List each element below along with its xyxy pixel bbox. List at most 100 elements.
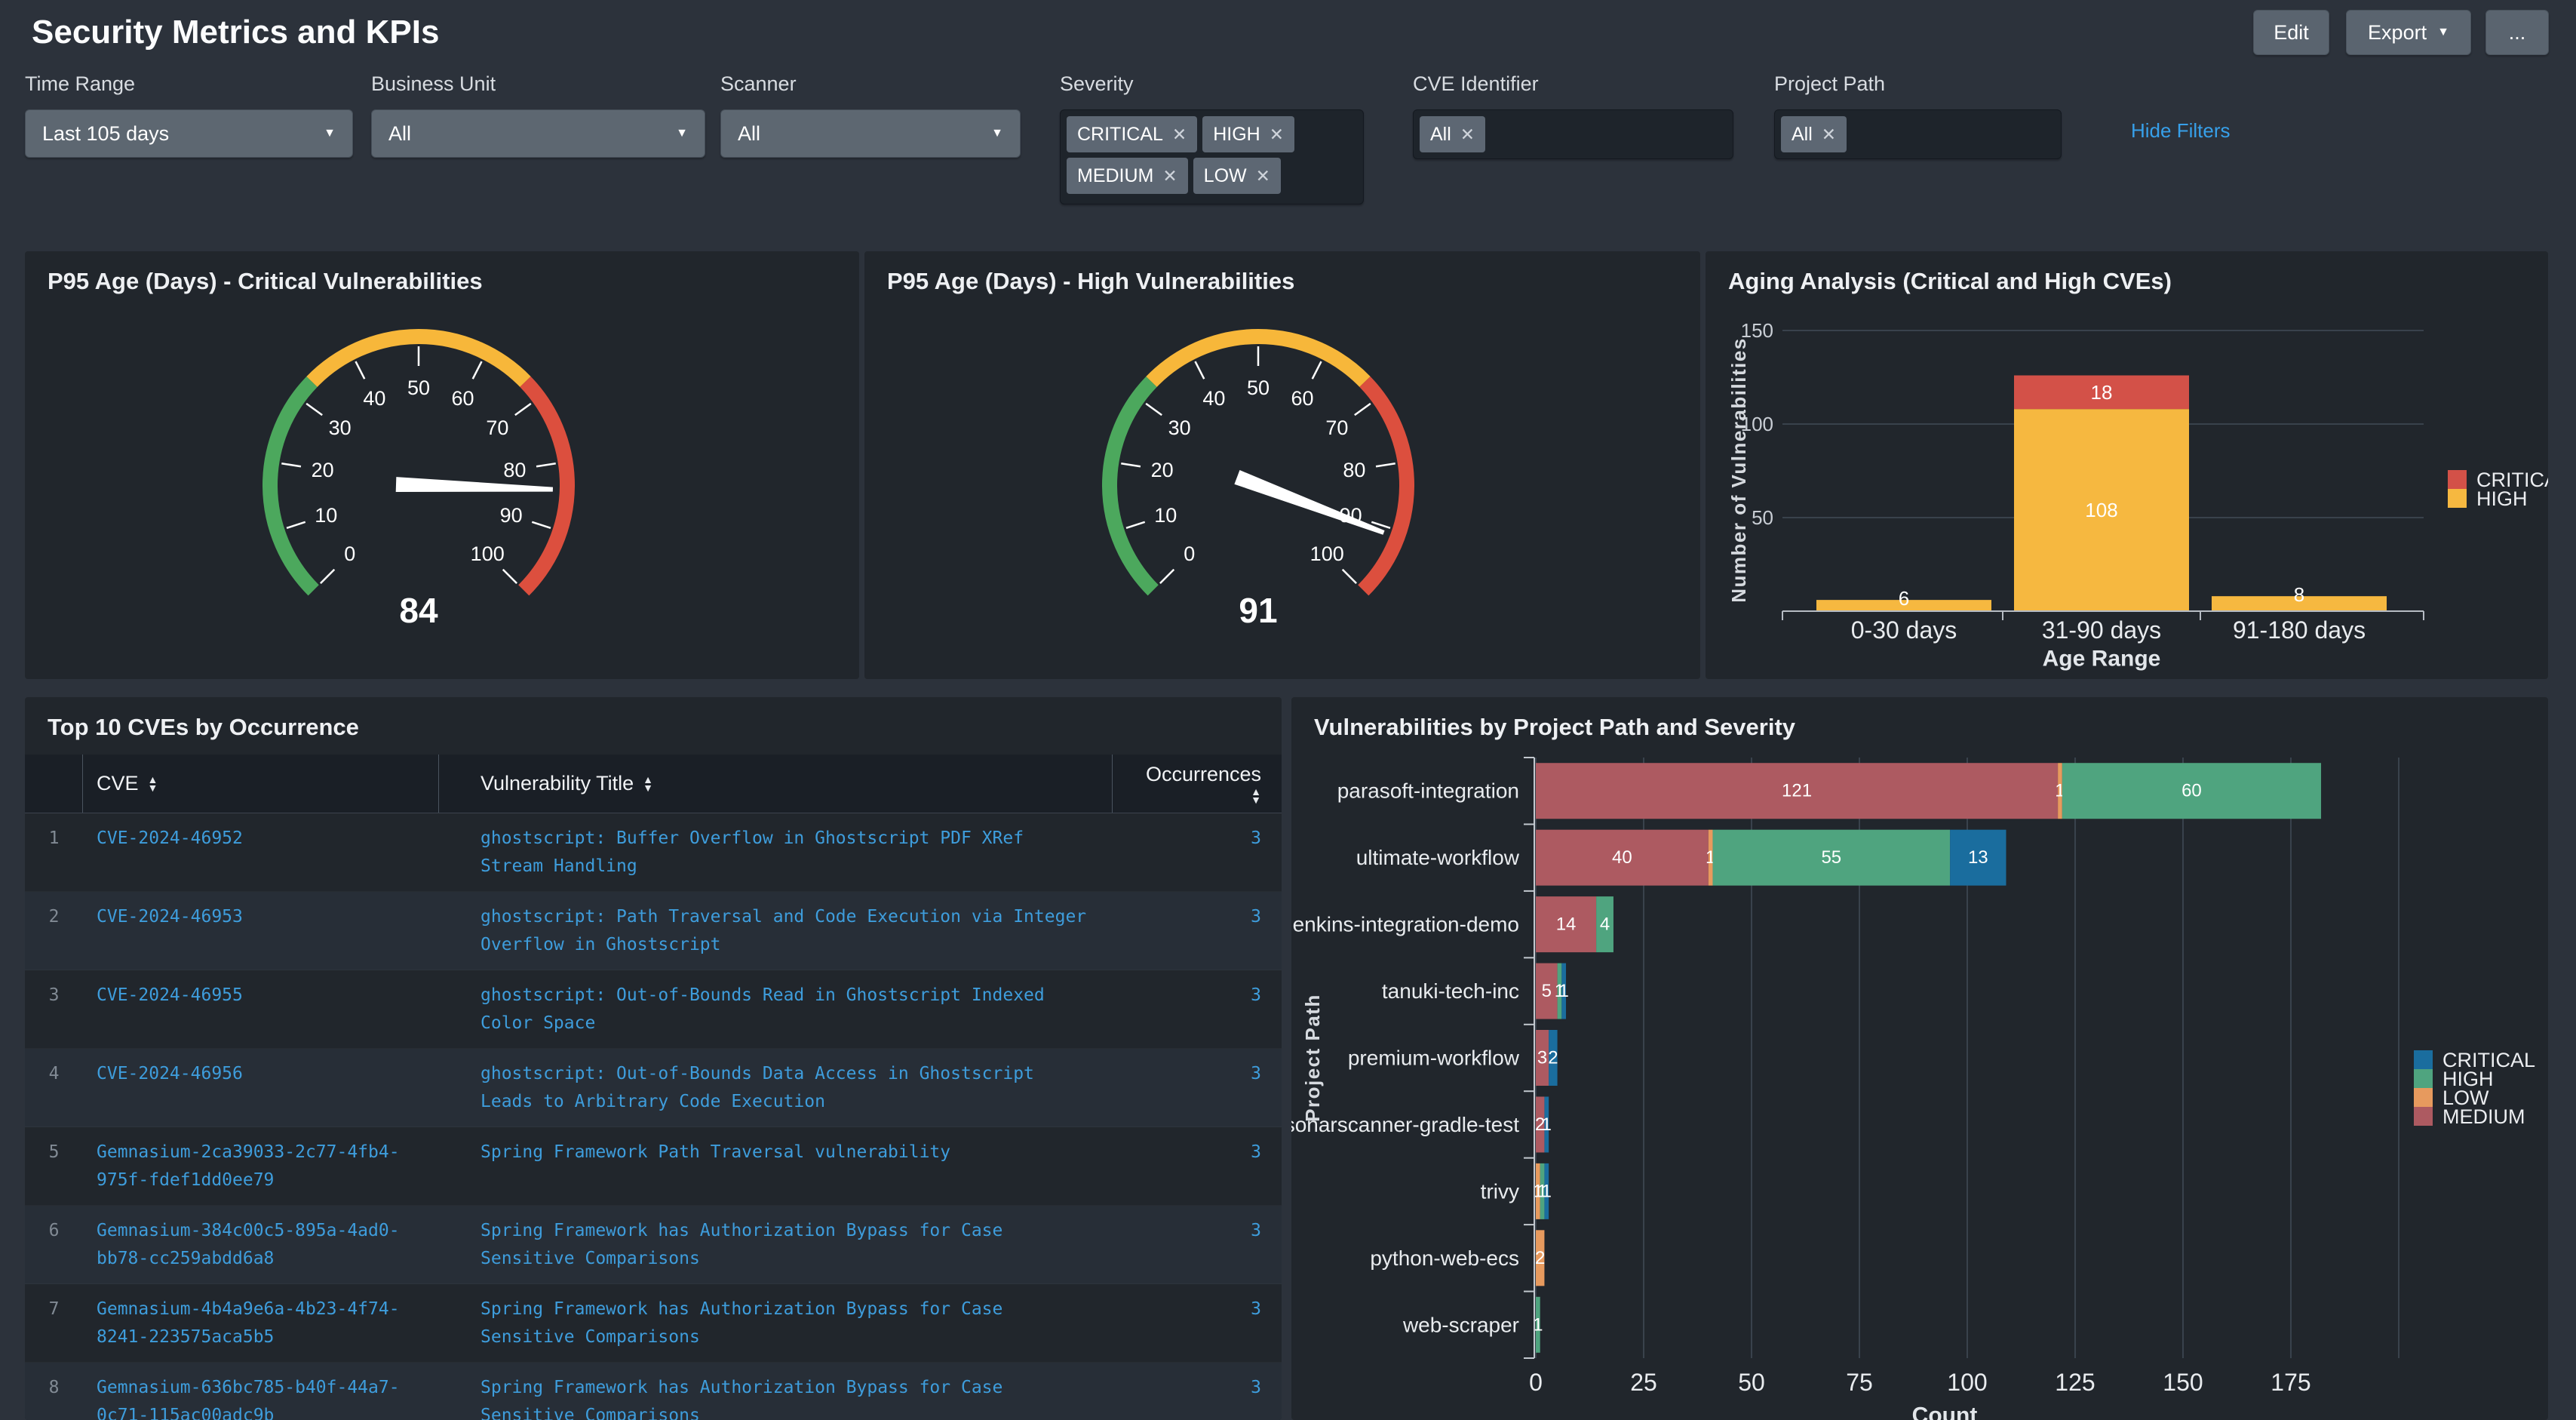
vulnerability-title-link[interactable]: ghostscript: Out-of-Bounds Data Access i…: [481, 1060, 1091, 1116]
filter-severity: SeverityCRITICAL✕HIGH✕MEDIUM✕LOW✕: [1060, 72, 1364, 204]
column-header-occurrences[interactable]: Occurrences ▲▼: [1113, 755, 1282, 813]
legend-swatch-critical: [2448, 470, 2467, 489]
chip-remove-icon[interactable]: ✕: [1162, 168, 1177, 185]
cve-link[interactable]: CVE-2024-46956: [97, 1060, 439, 1088]
chart-text: Number of Vulnerabilities: [1727, 337, 1750, 602]
cve-link[interactable]: CVE-2024-46952: [97, 825, 439, 853]
sort-icon[interactable]: ▲▼: [1251, 788, 1261, 804]
sort-icon[interactable]: ▲▼: [643, 776, 653, 792]
cve-link[interactable]: CVE-2024-46955: [97, 982, 439, 1010]
occurrences-value: 3: [1113, 903, 1261, 931]
chip-remove-icon[interactable]: ✕: [1172, 126, 1187, 143]
cve-link[interactable]: CVE-2024-46953: [97, 903, 439, 931]
cve-cell: CVE-2024-46956: [83, 1049, 439, 1126]
cve-cell: Gemnasium-636bc785-b40f-44a7-0c71-115ac0…: [83, 1363, 439, 1420]
column-header-cve[interactable]: CVE ▲▼: [83, 755, 439, 813]
table-row: 6Gemnasium-384c00c5-895a-4ad0-bb78-cc259…: [25, 1206, 1282, 1284]
cve-link[interactable]: Gemnasium-384c00c5-895a-4ad0-bb78-cc259a…: [97, 1217, 439, 1273]
gauge-tick: [355, 361, 364, 379]
filter-input-project-path[interactable]: All✕: [1774, 109, 2062, 159]
filter-chip[interactable]: MEDIUM✕: [1067, 158, 1188, 194]
chart-text: 125: [2055, 1369, 2095, 1396]
gauge-tick: [321, 570, 334, 583]
edit-button[interactable]: Edit: [2253, 10, 2329, 55]
chart-text: python-web-ecs: [1370, 1246, 1519, 1270]
vulnerability-title-link[interactable]: Spring Framework Path Traversal vulnerab…: [481, 1139, 1091, 1166]
chart-text: 1: [1559, 981, 1569, 1001]
filter-label-time-range: Time Range: [25, 72, 353, 96]
chart-text: HIGH: [2476, 487, 2528, 510]
chart-text: 60: [2181, 781, 2202, 801]
gauge-tick: [281, 463, 301, 466]
vulnerability-title-cell: ghostscript: Path Traversal and Code Exe…: [439, 892, 1113, 970]
filter-select-scanner[interactable]: All▼: [720, 109, 1021, 158]
chevron-down-icon: ▼: [676, 128, 688, 140]
gauge-band-green: [270, 382, 314, 590]
filter-select-value: All: [388, 122, 411, 146]
table-row: 2 CVE-2024-46953 ghostscript: Path Travers…: [25, 892, 1282, 970]
column-header-label: CVE: [97, 772, 139, 795]
chart-text: 14: [1556, 914, 1577, 935]
chart-text: 70: [486, 416, 508, 439]
chart-text: premium-workflow: [1348, 1047, 1520, 1070]
column-header-index: [25, 755, 83, 813]
cve-link[interactable]: Gemnasium-2ca39033-2c77-4fb4-975f-fdef1d…: [97, 1139, 439, 1194]
filter-chip-label: LOW: [1204, 165, 1247, 187]
column-header-title[interactable]: Vulnerability Title ▲▼: [439, 755, 1113, 813]
filter-chip[interactable]: CRITICAL✕: [1067, 116, 1197, 152]
chart-text: 50: [1247, 377, 1270, 399]
filter-chip[interactable]: HIGH ✕: [1202, 116, 1294, 152]
row-index: 2: [25, 892, 83, 970]
filter-chip[interactable]: LOW ✕: [1193, 158, 1281, 194]
cve-cell: Gemnasium-2ca39033-2c77-4fb4-975f-fdef1d…: [83, 1127, 439, 1205]
export-button[interactable]: Export ▼: [2346, 10, 2471, 55]
chart-text: 50: [407, 377, 430, 399]
vulnerability-title-link[interactable]: ghostscript: Buffer Overflow in Ghostscr…: [481, 825, 1091, 881]
chart-text: 10: [315, 504, 337, 527]
vulnerability-title-link[interactable]: Spring Framework has Authorization Bypas…: [481, 1217, 1091, 1273]
chip-remove-icon[interactable]: ✕: [1460, 126, 1475, 143]
occurrences-cell: 3: [1113, 1363, 1282, 1420]
filter-input-severity[interactable]: CRITICAL✕HIGH✕MEDIUM✕LOW✕: [1060, 109, 1364, 204]
chart-text: 0: [1184, 542, 1195, 565]
cve-cell: CVE-2024-46952: [83, 813, 439, 891]
occurrences-value: 3: [1113, 1374, 1261, 1402]
more-actions-button[interactable]: ...: [2485, 10, 2549, 55]
gauge-needle: [396, 477, 553, 492]
chip-remove-icon[interactable]: ✕: [1270, 126, 1284, 143]
sort-icon[interactable]: ▲▼: [148, 776, 158, 792]
panel-vuln-by-project: Vulnerabilities by Project Path and Seve…: [1291, 697, 2548, 1420]
panel-title: P95 Age (Days) - Critical Vulnerabilitie…: [48, 268, 483, 295]
filter-label-business-unit: Business Unit: [371, 72, 705, 96]
filter-chip-label: HIGH: [1213, 124, 1260, 146]
filter-chip[interactable]: All✕: [1781, 116, 1847, 152]
chart-text: jenkins-integration-demo: [1291, 913, 1519, 936]
vulnerability-title-link[interactable]: Spring Framework has Authorization Bypas…: [481, 1374, 1091, 1420]
filter-select-business-unit[interactable]: All ▼: [371, 109, 705, 158]
filter-input-cve-identifier[interactable]: All✕: [1413, 109, 1733, 159]
cve-link[interactable]: Gemnasium-4b4a9e6a-4b23-4f74-8241-223575…: [97, 1296, 439, 1351]
chart-text: Project Path: [1301, 994, 1324, 1122]
panel-gauge-high: P95 Age (Days) - High Vulnerabilities 01…: [864, 251, 1700, 679]
occurrences-cell: 3: [1113, 1127, 1282, 1205]
cve-link[interactable]: Gemnasium-636bc785-b40f-44a7-0c71-115ac0…: [97, 1374, 439, 1420]
chart-text: 90: [500, 504, 523, 527]
column-header-label: Vulnerability Title: [481, 772, 634, 795]
gauge-tick: [287, 522, 305, 528]
aging-analysis-chart: 5010015060-30 days1081831-90 days891-180…: [1706, 251, 2548, 679]
vulnerability-title-link[interactable]: Spring Framework has Authorization Bypas…: [481, 1296, 1091, 1351]
occurrences-cell: 3: [1113, 1284, 1282, 1362]
gauge-tick: [515, 404, 531, 415]
chart-text: 108: [2085, 499, 2117, 521]
hide-filters-link[interactable]: Hide Filters: [2131, 119, 2230, 143]
filter-select-time-range[interactable]: Last 105 days▼: [25, 109, 353, 158]
chip-remove-icon[interactable]: ✕: [1256, 168, 1270, 185]
cve-cell: CVE-2024-46955: [83, 970, 439, 1048]
filter-chip[interactable]: All✕: [1420, 116, 1485, 152]
chart-text: 13: [1968, 847, 1988, 868]
vulnerability-title-link[interactable]: ghostscript: Path Traversal and Code Exe…: [481, 903, 1091, 959]
vulnerability-title-link[interactable]: ghostscript: Out-of-Bounds Read in Ghost…: [481, 982, 1091, 1037]
chip-remove-icon[interactable]: ✕: [1822, 126, 1836, 143]
vuln-by-project-chart: parasoft-integration121160ultimate-workf…: [1291, 697, 2548, 1420]
gauge-tick: [1160, 570, 1174, 583]
